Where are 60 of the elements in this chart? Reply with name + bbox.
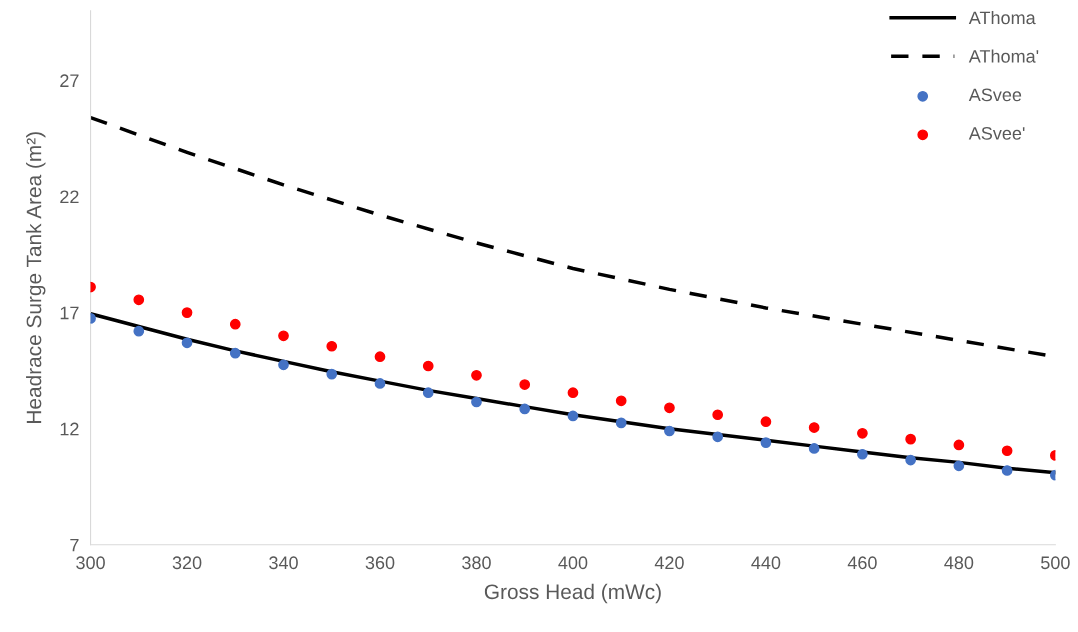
legend-label: ASvee [968, 88, 1022, 102]
point [567, 410, 579, 422]
x-tick-label: 400 [558, 556, 588, 570]
point [857, 427, 868, 439]
point [326, 368, 338, 380]
point [422, 387, 434, 399]
legend-label: ASvee' [968, 126, 1025, 140]
y-tick-label: 17 [60, 306, 79, 320]
point [181, 337, 193, 349]
point [278, 359, 289, 371]
x-tick-label: 320 [172, 556, 202, 570]
point [857, 448, 868, 460]
y-tick-label: 7 [70, 538, 79, 552]
legend-label: AThoma' [968, 49, 1039, 63]
x-tick-label: 380 [462, 556, 491, 570]
point [760, 437, 772, 448]
y-axis-title: Headrace Surge Tank Area (m²) [26, 132, 46, 423]
point [567, 387, 579, 399]
x-axis-title: Gross Head (mWc) [484, 583, 661, 604]
legend-label: AThoma [968, 10, 1036, 25]
point [374, 351, 386, 363]
y-tick-label: 12 [60, 422, 79, 436]
point [133, 325, 145, 337]
point [953, 439, 965, 451]
point [1001, 445, 1013, 457]
x-tick-label: 460 [847, 556, 877, 570]
point [615, 395, 627, 407]
point [808, 443, 820, 454]
point [905, 454, 916, 466]
x-tick-label: 300 [76, 556, 105, 570]
point [905, 433, 916, 445]
point [808, 422, 820, 433]
point [953, 460, 965, 472]
point [326, 340, 338, 352]
point [422, 360, 434, 372]
point [712, 409, 724, 421]
x-tick-label: 360 [365, 556, 395, 570]
point [471, 369, 482, 381]
x-tick-label: 420 [654, 556, 684, 570]
point [519, 379, 531, 390]
point [278, 330, 289, 342]
x-tick-label: 480 [944, 556, 974, 570]
y-tick-label: 22 [60, 190, 79, 204]
point [374, 378, 386, 389]
x-tick-label: 500 [1041, 556, 1070, 570]
point [760, 416, 772, 428]
y-tick-label: 27 [60, 74, 79, 87]
point [519, 403, 531, 415]
point [664, 402, 675, 414]
point [133, 294, 145, 306]
point [229, 318, 241, 330]
point [229, 347, 241, 359]
point [664, 425, 675, 437]
point [471, 396, 482, 408]
x-tick-label: 440 [751, 556, 781, 570]
point [1001, 465, 1013, 476]
x-tick-label: 340 [269, 556, 298, 570]
point [181, 307, 193, 318]
point [712, 431, 724, 443]
point [615, 417, 627, 429]
